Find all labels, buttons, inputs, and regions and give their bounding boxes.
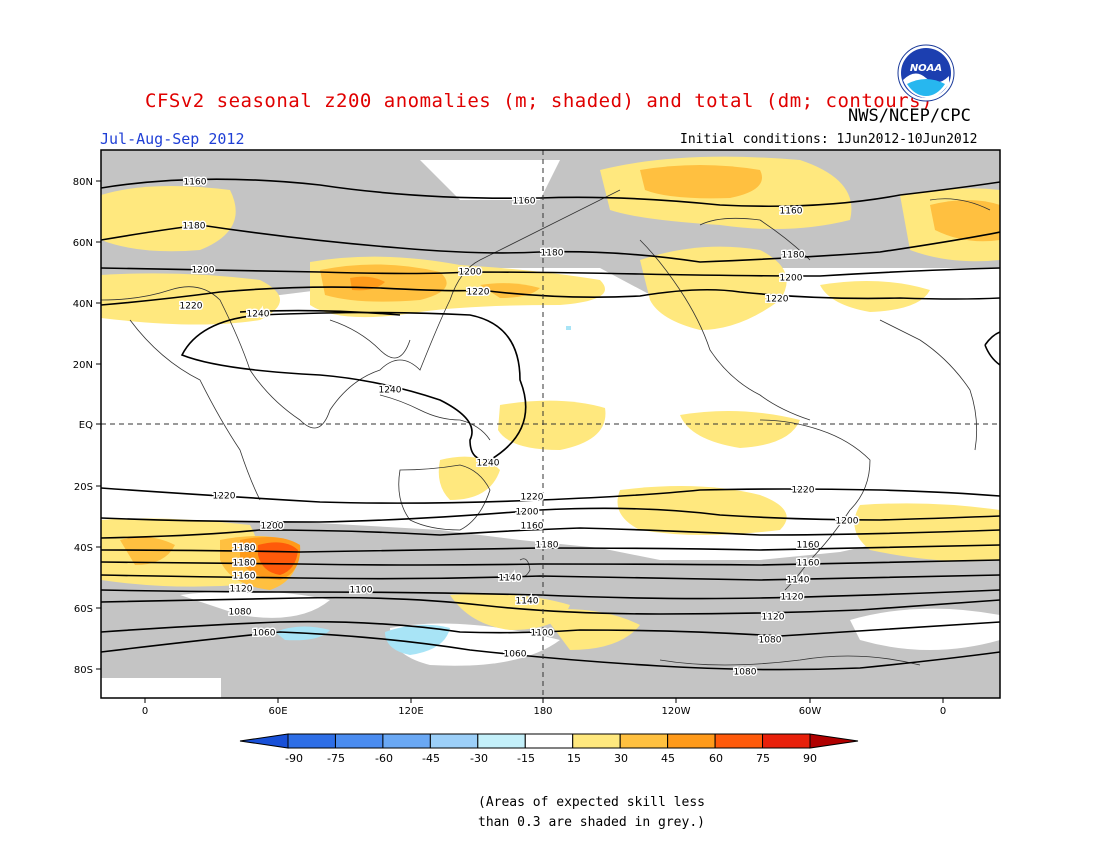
contour-label: 1200 (192, 266, 215, 276)
contour-label: 1160 (233, 572, 256, 582)
lon-label: 60W (799, 706, 822, 717)
contour-label: 1100 (350, 586, 373, 596)
contour-label: 1060 (504, 650, 527, 660)
colorbar-label: 75 (756, 752, 770, 765)
contour-label: 1220 (766, 295, 789, 305)
colorbar-box (667, 733, 716, 749)
contour-label: 1180 (233, 559, 256, 569)
contour-label: 1240 (379, 386, 402, 396)
contour-label: 1200 (836, 517, 859, 527)
lon-label: 120W (662, 706, 691, 717)
skill-note-line: (Areas of expected skill less (478, 795, 705, 810)
height-contours (101, 178, 1000, 671)
contour-label: 1100 (531, 629, 554, 639)
lon-label: 120E (398, 706, 423, 717)
contour-label: 1060 (253, 629, 276, 639)
colorbar-box (287, 733, 336, 749)
colorbar-label: 90 (803, 752, 817, 765)
colorbar-box (334, 733, 384, 749)
contour-label: 1200 (780, 274, 803, 284)
colorbar-label: -15 (517, 752, 535, 765)
colorbar-box (524, 733, 574, 749)
contour-label: 1220 (792, 486, 815, 496)
contour-label: 1220 (180, 302, 203, 312)
lon-label: 0 (940, 706, 946, 717)
lon-label: 60E (268, 706, 287, 717)
colorbar-box (382, 733, 431, 749)
contour-label: 1120 (230, 585, 253, 595)
contour-labels: 1160 1180 1200 1220 1240 1160 1180 1200 1220 1160… (178, 176, 860, 679)
colorbar-label: 30 (614, 752, 628, 765)
contour-label: 1220 (467, 288, 490, 298)
initial-conditions: Initial conditions: 1Jun2012-10Jun2012 (680, 132, 978, 147)
colorbar-box (714, 733, 764, 749)
contour-label: 1140 (499, 574, 522, 584)
colorbar-label: -60 (375, 752, 393, 765)
contour-label: 1160 (797, 541, 820, 551)
contour-label: 1140 (516, 597, 539, 607)
contour-label: 1160 (780, 207, 803, 217)
colorbar-label: -90 (285, 752, 303, 765)
colorbar-label: 45 (661, 752, 675, 765)
colorbar-box (477, 733, 526, 749)
colorbar-label: 60 (709, 752, 723, 765)
skill-note: (Areas of expected skill less than 0.3 a… (478, 793, 705, 833)
contour-label: 1160 (521, 522, 544, 532)
noaa-logo-icon: NOAA (897, 44, 955, 102)
positive-anomaly-60-75 (258, 542, 298, 575)
lat-label: 80N (73, 177, 93, 188)
agency-label: NWS/NCEP/CPC (848, 106, 971, 126)
contour-label: 1200 (459, 268, 482, 278)
colorbar-label: 15 (567, 752, 581, 765)
colorbar-label: -45 (422, 752, 440, 765)
contour-label: 1080 (759, 636, 782, 646)
colorbar-label: -75 (327, 752, 345, 765)
contour-label: 1080 (734, 668, 757, 678)
colorbar-max-arrow (809, 733, 859, 749)
lat-label: EQ (79, 420, 93, 431)
contour-label: 1120 (762, 613, 785, 623)
colorbar-box (619, 733, 669, 749)
colorbar-box (572, 733, 621, 749)
contour-label: 1160 (513, 197, 536, 207)
forecast-period: Jul-Aug-Sep 2012 (100, 130, 245, 148)
contour-label: 1240 (247, 310, 270, 320)
lat-label: 40S (74, 543, 93, 554)
contour-label: 1180 (183, 222, 206, 232)
contour-label: 1180 (536, 541, 559, 551)
contour-label: 1180 (233, 544, 256, 554)
map-title: CFSv2 seasonal z200 anomalies (m; shaded… (145, 90, 933, 112)
lat-label: 60N (73, 238, 93, 249)
contour-label: 1220 (521, 493, 544, 503)
colorbar-box (429, 733, 479, 749)
colorbar-label: -30 (470, 752, 488, 765)
contour-label: 1080 (229, 608, 252, 618)
lat-label: 20N (73, 360, 93, 371)
lon-label: 180 (533, 706, 552, 717)
colorbar-box (762, 733, 811, 749)
lat-label: 40N (73, 299, 93, 310)
contour-label: 1220 (213, 492, 236, 502)
lat-label: 80S (74, 665, 93, 676)
contour-label: 1160 (184, 178, 207, 188)
contour-label: 1140 (787, 576, 810, 586)
colorbar-min-arrow (239, 733, 289, 749)
map-gridlines (101, 150, 1000, 698)
contour-label: 1120 (781, 593, 804, 603)
lat-label: 20S (74, 482, 93, 493)
contour-label: 1180 (541, 249, 564, 259)
lat-label: 60S (74, 604, 93, 615)
colorbar: -90 -75 -60 -45 -30 -15 15 30 45 60 75 9… (239, 733, 859, 765)
skill-note-line: than 0.3 are shaded in grey.) (478, 815, 705, 830)
contour-label: 1200 (516, 508, 539, 518)
contour-label: 1160 (797, 559, 820, 569)
contour-label: 1240 (477, 459, 500, 469)
lon-label: 0 (142, 706, 148, 717)
svg-text:NOAA: NOAA (910, 63, 942, 74)
contour-label: 1180 (782, 251, 805, 261)
contour-label: 1200 (261, 522, 284, 532)
